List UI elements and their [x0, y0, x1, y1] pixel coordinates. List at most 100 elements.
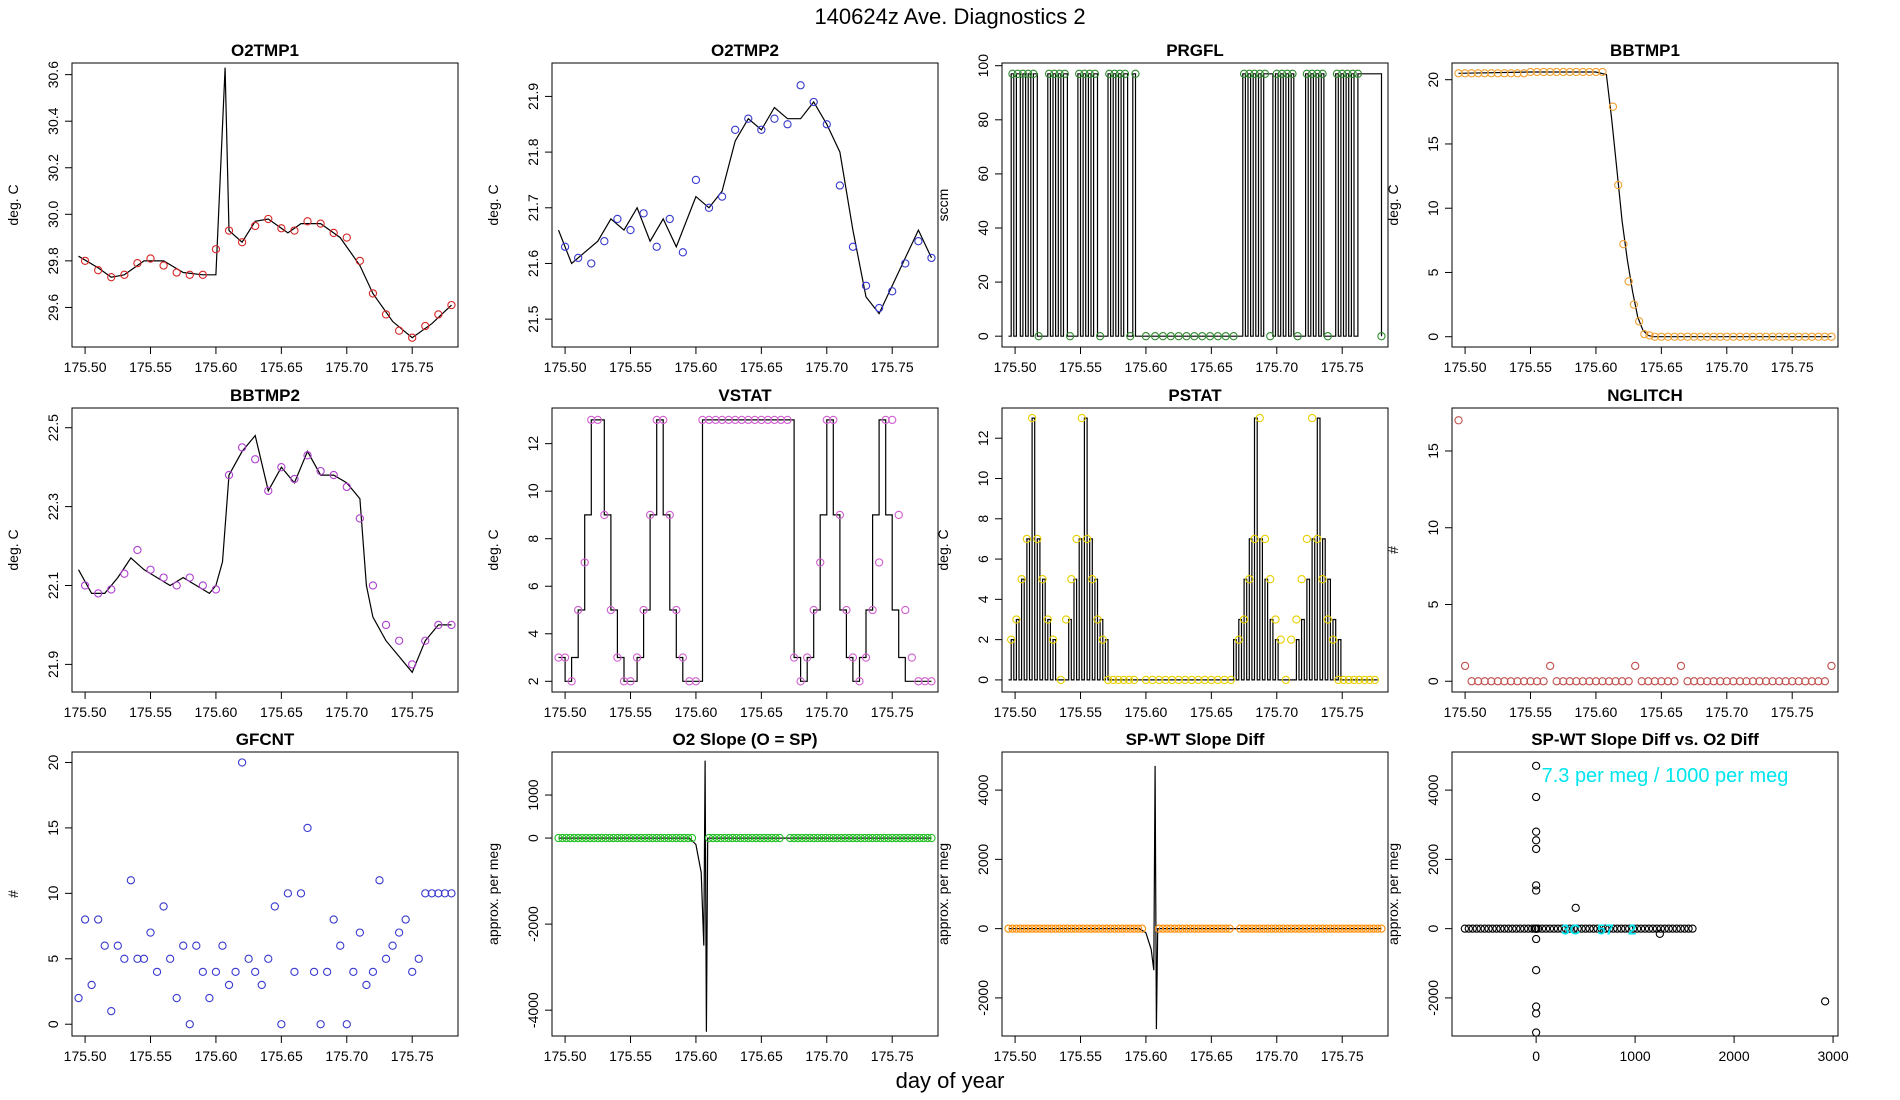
data-point — [744, 114, 753, 123]
data-point — [1572, 67, 1581, 77]
data-point — [1660, 924, 1669, 933]
data-point — [1114, 924, 1123, 933]
data-point — [880, 833, 889, 843]
data-point — [1162, 924, 1172, 933]
chart-panel-6: VSTAT deg. C 175.50 175.55 175.60 175.65 175.7… — [485, 386, 939, 720]
series-line — [1008, 417, 1378, 681]
y-tick-label: 30.0 — [45, 200, 61, 227]
data-point — [848, 242, 858, 251]
data-point — [1170, 924, 1179, 933]
data-point — [1035, 924, 1045, 933]
cluster-label: 3C — [1561, 922, 1580, 939]
x-tick-label: 175.60 — [1125, 704, 1168, 720]
x-tick-label: 175.65 — [740, 1048, 783, 1064]
x-tick-label: 175.55 — [1509, 359, 1552, 375]
x-tick-label: 175.65 — [1640, 359, 1683, 375]
data-point — [1487, 677, 1496, 686]
data-point — [1617, 677, 1627, 686]
y-tick-label: 0 — [1425, 677, 1441, 685]
data-point — [848, 653, 858, 662]
data-point — [1007, 635, 1016, 644]
data-point — [362, 980, 371, 990]
plot-frame — [71, 62, 459, 348]
data-point — [574, 833, 583, 843]
data-point — [1077, 413, 1086, 423]
chart-title: SP-WT Slope Diff — [1126, 730, 1265, 749]
data-point — [678, 248, 687, 257]
data-point — [447, 300, 456, 310]
y-tick-label: 1000 — [525, 779, 541, 810]
data-point — [685, 677, 694, 686]
data-point — [1174, 332, 1183, 341]
data-point — [1621, 924, 1630, 933]
data-point — [577, 833, 587, 843]
x-tick-label: 175.50 — [544, 1048, 587, 1064]
data-point — [1598, 677, 1607, 686]
data-point — [574, 253, 583, 263]
data-point — [1788, 332, 1797, 341]
data-point — [1619, 240, 1628, 249]
x-tick-label: 175.70 — [325, 704, 368, 720]
data-point — [1239, 69, 1249, 78]
data-point — [1166, 332, 1175, 341]
data-point — [1060, 69, 1069, 78]
data-point — [716, 833, 725, 843]
data-point — [1245, 69, 1254, 78]
data-point — [1794, 677, 1803, 686]
data-point — [146, 254, 155, 263]
x-tick-label: 175.60 — [675, 704, 718, 720]
data-point — [639, 209, 648, 218]
data-point — [1531, 827, 1541, 836]
data-point — [625, 833, 634, 843]
data-point — [888, 833, 897, 843]
data-point — [770, 114, 779, 123]
data-point — [1365, 924, 1374, 933]
data-point — [1287, 635, 1296, 644]
chart-title: BBTMP1 — [1610, 41, 1680, 60]
x-tick-label: 175.60 — [1575, 704, 1618, 720]
x-tick-label: 175.70 — [325, 359, 368, 375]
data-point — [1071, 924, 1080, 933]
data-point — [1018, 69, 1028, 78]
data-point — [159, 902, 168, 911]
data-point — [1761, 332, 1771, 341]
x-tick-label: 175.65 — [1190, 359, 1233, 375]
data-point — [809, 605, 818, 615]
data-point — [1531, 844, 1541, 854]
data-point — [1467, 69, 1476, 78]
data-point — [876, 833, 885, 843]
data-point — [237, 443, 247, 452]
data-point — [1141, 332, 1151, 341]
data-point — [821, 833, 830, 843]
data-point — [1735, 677, 1745, 686]
data-point — [447, 889, 456, 898]
data-point — [421, 321, 430, 331]
data-point — [1373, 924, 1382, 933]
data-point — [1676, 332, 1686, 341]
data-point — [744, 415, 753, 425]
y-tick-label: 21.8 — [525, 138, 541, 165]
data-point — [257, 980, 266, 990]
data-point — [1098, 635, 1107, 644]
y-tick-label: 8 — [525, 535, 541, 543]
data-point — [825, 833, 834, 843]
y-axis-label: # — [1385, 546, 1401, 554]
data-point — [172, 268, 181, 277]
data-point — [927, 833, 936, 843]
figure-title: 140624z Ave. Diagnostics 2 — [814, 4, 1086, 29]
data-point — [626, 677, 635, 686]
data-point — [724, 833, 733, 843]
data-point — [617, 833, 626, 843]
data-point — [146, 565, 155, 574]
data-point — [381, 954, 391, 963]
data-point — [771, 833, 780, 843]
data-point — [1684, 924, 1693, 933]
data-point — [1266, 332, 1275, 341]
data-point — [1361, 924, 1370, 933]
plot-area — [74, 758, 456, 1029]
data-point — [680, 833, 689, 843]
data-point — [907, 833, 916, 843]
data-point — [1027, 924, 1037, 933]
data-point — [665, 510, 674, 520]
